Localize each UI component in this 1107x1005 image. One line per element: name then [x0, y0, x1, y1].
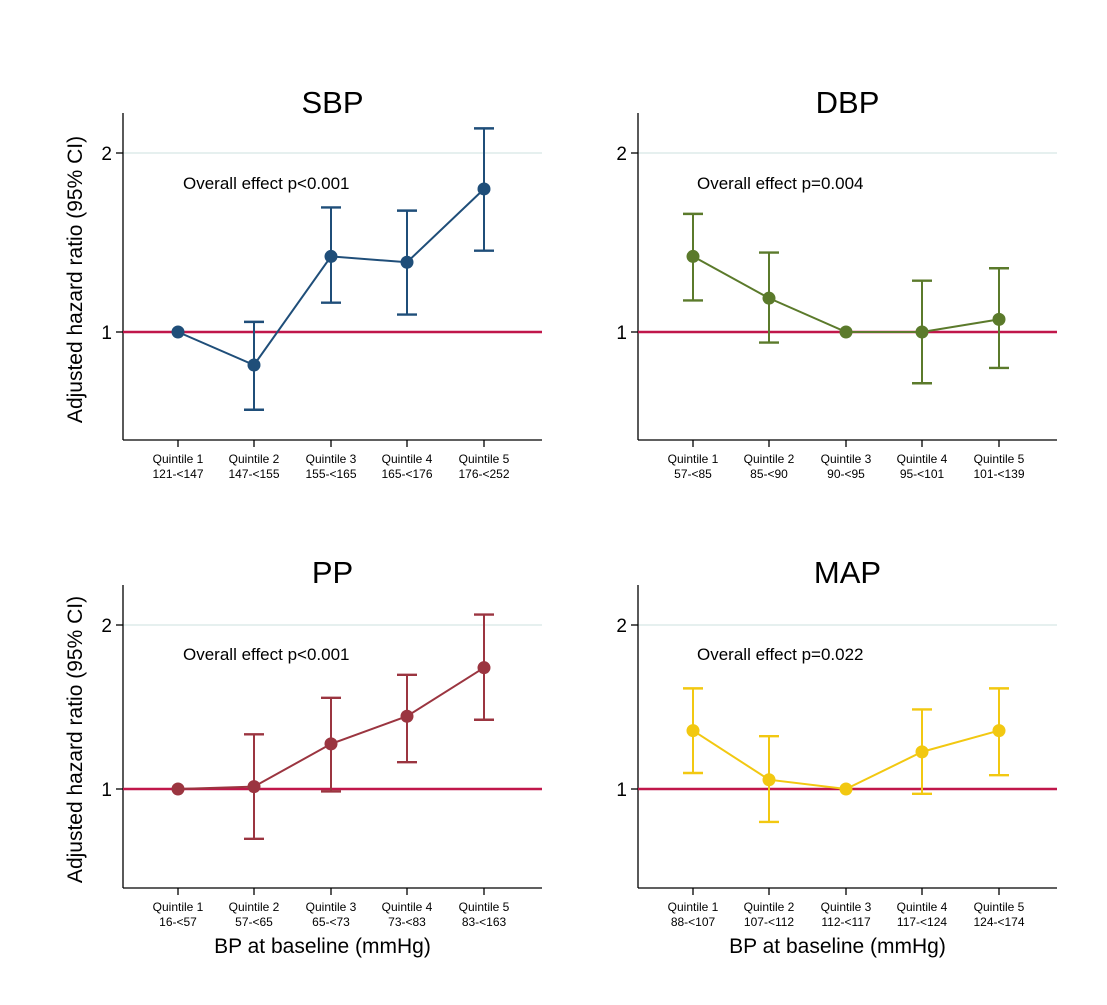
data-point	[839, 325, 853, 339]
x-tick-label: Quintile 1	[668, 452, 719, 466]
data-point	[171, 325, 185, 339]
x-tick-label: Quintile 2	[229, 900, 280, 914]
x-tick-range-label: 121-<147	[152, 467, 203, 481]
data-point	[477, 661, 491, 675]
panel-dbp: 1 2 Quintile 157-<85 Quintile 285-<90 Quinti…	[616, 85, 1057, 481]
x-tick-range-label: 117-<124	[897, 915, 947, 929]
x-tick-range-label: 155-<165	[305, 467, 356, 481]
x-tick-label: Quintile 5	[459, 452, 510, 466]
y-tick-label: 1	[616, 323, 627, 344]
x-tick-label: Quintile 5	[974, 900, 1025, 914]
x-tick-range-label: 88-<107	[671, 915, 716, 929]
data-point	[992, 724, 1006, 738]
y-axis-label: Adjusted hazard ratio (95% CI)	[64, 596, 87, 883]
x-tick-range-label: 124-<174	[973, 915, 1024, 929]
data-point	[400, 709, 414, 723]
y-tick-label: 2	[616, 144, 627, 165]
data-point	[477, 182, 491, 196]
x-tick-range-label: 90-<95	[827, 467, 865, 481]
y-axis-label: Adjusted hazard ratio (95% CI)	[64, 136, 87, 423]
x-tick-range-label: 73-<83	[388, 915, 426, 929]
data-point	[762, 291, 776, 305]
x-tick-range-label: 176-<252	[458, 467, 509, 481]
data-point	[686, 724, 700, 738]
x-tick-label: Quintile 5	[459, 900, 510, 914]
x-tick-range-label: 112-<117	[821, 915, 871, 929]
x-tick-label: Quintile 3	[306, 452, 357, 466]
x-tick-range-label: 85-<90	[750, 467, 788, 481]
x-tick-range-label: 16-<57	[159, 915, 197, 929]
x-tick-label: Quintile 2	[744, 900, 795, 914]
x-axis-label: BP at baseline (mmHg)	[729, 935, 946, 958]
panel-title: PP	[312, 555, 353, 590]
x-tick-range-label: 57-<65	[235, 915, 273, 929]
overall-effect-annotation: Overall effect p<0.001	[183, 174, 350, 193]
x-tick-label: Quintile 1	[668, 900, 719, 914]
x-tick-label: Quintile 4	[897, 900, 948, 914]
data-point	[324, 249, 338, 263]
x-tick-range-label: 57-<85	[674, 467, 712, 481]
y-tick-label: 2	[101, 616, 112, 637]
x-tick-range-label: 65-<73	[312, 915, 350, 929]
x-tick-label: Quintile 2	[744, 452, 795, 466]
x-tick-label: Quintile 4	[897, 452, 948, 466]
series-line	[692, 729, 1000, 791]
x-tick-label: Quintile 1	[153, 900, 204, 914]
y-tick-label: 1	[616, 780, 627, 801]
x-tick-label: Quintile 3	[306, 900, 357, 914]
x-axis-label: BP at baseline (mmHg)	[214, 935, 431, 958]
data-point	[915, 325, 929, 339]
x-tick-label: Quintile 5	[974, 452, 1025, 466]
data-point	[400, 255, 414, 269]
x-tick-label: Quintile 3	[821, 900, 872, 914]
x-tick-range-label: 147-<155	[228, 467, 279, 481]
panel-title: SBP	[301, 85, 363, 120]
data-point	[762, 773, 776, 787]
data-point	[247, 358, 261, 372]
overall-effect-annotation: Overall effect p=0.022	[697, 645, 864, 664]
x-tick-label: Quintile 4	[382, 900, 433, 914]
data-point	[839, 782, 853, 796]
x-tick-label: Quintile 4	[382, 452, 433, 466]
y-tick-label: 1	[101, 780, 112, 801]
series-line	[692, 255, 1000, 333]
overall-effect-annotation: Overall effect p<0.001	[183, 645, 350, 664]
x-tick-range-label: 165-<176	[381, 467, 432, 481]
data-point	[915, 745, 929, 759]
data-point	[992, 312, 1006, 326]
x-tick-range-label: 107-<112	[744, 915, 794, 929]
data-point	[686, 249, 700, 263]
data-point	[324, 737, 338, 751]
panel-title: MAP	[814, 555, 881, 590]
x-tick-range-label: 101-<139	[973, 467, 1024, 481]
panel-title: DBP	[816, 85, 880, 120]
panel-pp: 1 2 Quintile 116-<57 Quintile 257-<65 Quinti…	[64, 555, 542, 958]
y-tick-label: 1	[101, 323, 112, 344]
y-tick-label: 2	[616, 616, 627, 637]
x-tick-label: Quintile 1	[153, 452, 204, 466]
data-point	[247, 780, 261, 794]
x-tick-range-label: 95-<101	[900, 467, 945, 481]
overall-effect-annotation: Overall effect p=0.004	[697, 174, 864, 193]
y-tick-label: 2	[101, 144, 112, 165]
x-tick-label: Quintile 2	[229, 452, 280, 466]
x-tick-label: Quintile 3	[821, 452, 872, 466]
data-point	[171, 782, 185, 796]
x-tick-range-label: 83-<163	[462, 915, 507, 929]
